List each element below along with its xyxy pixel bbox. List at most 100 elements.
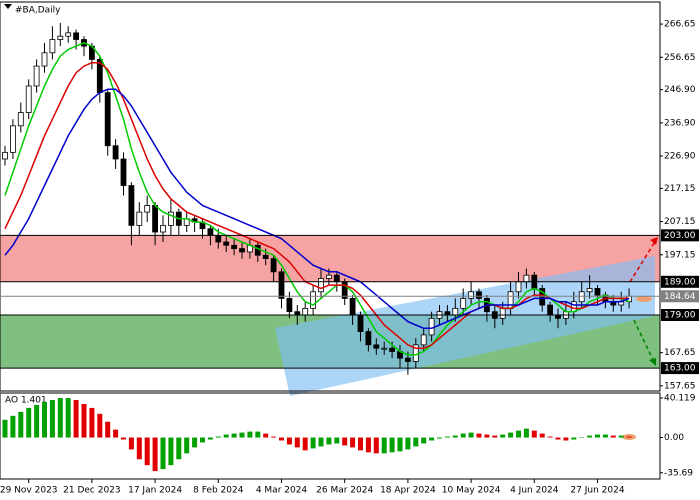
ao-bar (255, 431, 261, 438)
price-marker (636, 296, 652, 302)
ao-bar (271, 436, 277, 438)
candle-body (389, 347, 396, 352)
ao-bar (263, 433, 269, 438)
candle-body (365, 331, 372, 346)
ao-bar (381, 437, 387, 454)
ao-bar (247, 431, 253, 438)
y-tick-label: 197.15 (664, 250, 696, 260)
ao-bar (389, 437, 395, 453)
candle-body (452, 307, 459, 316)
ao-bar (484, 434, 490, 438)
candle-body (460, 297, 467, 309)
y-tick-label: 217.15 (664, 184, 696, 194)
ao-bar (184, 437, 190, 454)
ao-bar (192, 437, 198, 448)
ao-bar (429, 437, 435, 441)
y-tick-label: 226.90 (664, 152, 696, 162)
ao-bar (2, 419, 8, 438)
ao-bar (571, 437, 577, 440)
ao-bar (516, 430, 521, 438)
ao-bar (57, 398, 63, 438)
ao-bar (365, 437, 371, 453)
candle-body (223, 241, 230, 246)
up-arrow (629, 239, 657, 283)
ao-bar (26, 407, 32, 438)
ao-bar (294, 437, 300, 448)
candle-body (49, 39, 56, 54)
ao-bar (626, 436, 632, 438)
ao-bar (523, 428, 529, 438)
ao-bar (65, 398, 71, 438)
moving-average (4, 41, 630, 356)
level-label-bg (661, 229, 699, 242)
x-tick-label: 18 Apr 2024 (380, 486, 436, 496)
ao-bar (468, 432, 474, 438)
ao-bar (10, 415, 16, 438)
ao-bar (200, 437, 205, 443)
up-arrow-head (650, 237, 658, 245)
ao-bar (302, 437, 308, 451)
candle-body (381, 347, 388, 350)
ao-bar (539, 433, 545, 438)
ao-bar (595, 434, 600, 438)
ao-tick-label: 40.119 (664, 393, 696, 403)
candle-body (499, 307, 506, 319)
ao-bar (81, 403, 87, 438)
chart-title: #BA,Daily (15, 6, 61, 16)
candle-body (547, 304, 553, 316)
candle-body (420, 334, 427, 346)
ao-bar (460, 433, 466, 438)
ao-bar (587, 435, 593, 438)
candle-body (112, 145, 119, 160)
candle-body (373, 344, 380, 349)
ao-bar (34, 404, 40, 438)
ao-bar (286, 437, 292, 445)
y-tick-label: 266.65 (664, 20, 696, 30)
candle-body (57, 35, 64, 40)
candle-body (231, 244, 238, 250)
ao-bar (121, 437, 126, 440)
ao-bar (547, 436, 553, 438)
ao-bar (350, 437, 356, 448)
candle-body (318, 278, 324, 293)
candle-body (215, 234, 222, 243)
zone (0, 235, 660, 282)
ao-bar (334, 437, 340, 444)
ao-bar (555, 437, 561, 440)
candle-body (349, 297, 356, 316)
ao-bar (97, 413, 103, 438)
candle-body (507, 291, 514, 309)
ao-bar (397, 437, 403, 452)
x-tick-label: 17 Jan 2024 (128, 486, 182, 496)
ao-bar (618, 435, 624, 438)
level-label: 163.00 (664, 364, 696, 374)
down-arrow (633, 319, 655, 363)
x-tick-label: 4 Mar 2024 (256, 486, 308, 496)
trend-channel (275, 256, 655, 396)
candle-body (136, 211, 143, 226)
ao-bar (452, 435, 458, 438)
level-label-bg (661, 275, 699, 288)
candle-body (357, 314, 364, 332)
ao-bar (231, 433, 237, 438)
ao-bar (326, 437, 332, 445)
ao-bar (318, 437, 324, 447)
candle-body (594, 288, 601, 296)
level-label: 184.64 (664, 292, 696, 302)
ao-bar (610, 435, 616, 438)
ao-frame (0, 392, 661, 480)
candle-body (160, 224, 166, 233)
ao-bar (444, 436, 450, 438)
ao-tick-label: -35.69 (664, 468, 693, 478)
ao-bar (310, 437, 316, 449)
candle-body (144, 205, 151, 213)
y-tick-label: 157.65 (664, 381, 696, 391)
ao-label: AO 1.401 (5, 396, 47, 406)
candle-body (207, 228, 214, 236)
ao-bar (531, 430, 537, 438)
x-tick-label: 8 Feb 2024 (193, 486, 244, 496)
x-tick-label: 29 Nov 2023 (0, 486, 58, 496)
candle-body (325, 274, 332, 279)
candle-body (152, 205, 159, 233)
